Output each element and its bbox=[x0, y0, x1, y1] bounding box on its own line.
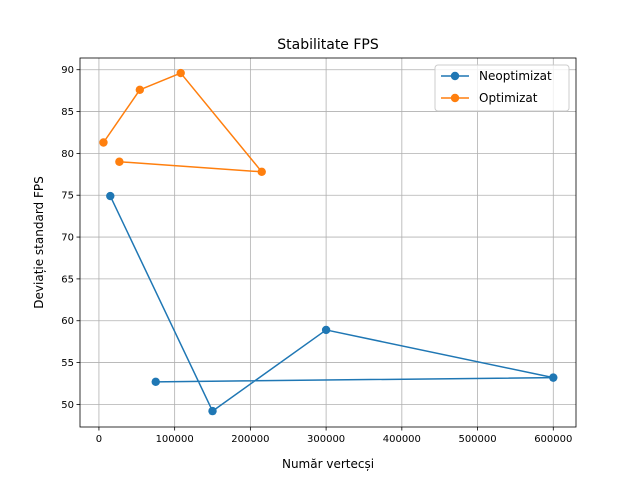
x-tick-label: 600000 bbox=[534, 434, 572, 445]
data-point-optimizat bbox=[257, 167, 266, 176]
data-point-optimizat bbox=[176, 68, 185, 78]
chart-title: Stabilitate FPS bbox=[277, 37, 379, 53]
legend-label-optimizat: Optimizat bbox=[479, 91, 538, 105]
y-tick-label: 65 bbox=[61, 274, 74, 285]
y-tick-label: 75 bbox=[61, 191, 74, 202]
data-point-neoptimizat bbox=[208, 406, 217, 416]
grid bbox=[80, 58, 576, 427]
x-axis: 0 100000 200000 300000 400000 500000 600000 bbox=[96, 427, 572, 445]
data-point-optimizat bbox=[135, 85, 145, 94]
legend-marker-optimizat bbox=[450, 93, 460, 103]
data-point-optimizat bbox=[115, 157, 124, 166]
series-optimizat bbox=[99, 68, 266, 176]
plot-area bbox=[80, 58, 576, 427]
y-tick-label: 85 bbox=[61, 107, 74, 118]
x-tick-label: 100000 bbox=[156, 434, 194, 445]
legend-label-neoptimizat: Neoptimizat bbox=[479, 69, 552, 83]
y-tick-label: 55 bbox=[61, 358, 74, 369]
y-tick-label: 50 bbox=[61, 400, 74, 411]
y-tick-label: 60 bbox=[61, 316, 74, 327]
y-axis-label: Deviație standard FPS bbox=[32, 176, 46, 308]
x-tick-label: 300000 bbox=[307, 434, 345, 445]
data-point-neoptimizat bbox=[106, 191, 115, 201]
x-axis-label: Număr vertecși bbox=[282, 457, 374, 471]
series-layer bbox=[99, 68, 558, 416]
legend: Neoptimizat Optimizat bbox=[434, 64, 570, 112]
data-point-neoptimizat bbox=[549, 373, 558, 382]
x-tick-label: 400000 bbox=[383, 434, 421, 445]
data-point-neoptimizat bbox=[151, 377, 160, 387]
x-tick-label: 0 bbox=[96, 434, 102, 445]
data-point-neoptimizat bbox=[321, 325, 331, 335]
plot-frame bbox=[79, 57, 577, 428]
y-tick-label: 70 bbox=[61, 233, 74, 244]
x-tick-label: 500000 bbox=[458, 434, 496, 445]
y-tick-label: 80 bbox=[61, 149, 74, 160]
y-axis: 50 55 60 65 70 75 80 85 90 bbox=[61, 65, 80, 411]
x-tick-label: 200000 bbox=[231, 434, 269, 445]
y-tick-label: 90 bbox=[61, 65, 74, 76]
series-neoptimizat bbox=[106, 191, 558, 416]
legend-marker-neoptimizat bbox=[450, 71, 460, 81]
data-point-optimizat bbox=[99, 138, 108, 147]
